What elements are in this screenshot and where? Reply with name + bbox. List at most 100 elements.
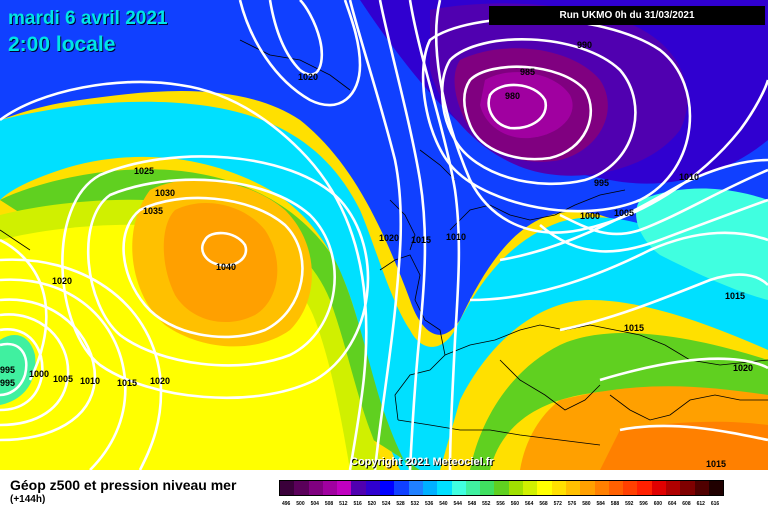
colorbar-swatch — [422, 481, 438, 495]
colorbar-tick-label: 552 — [482, 501, 491, 507]
band-orange-core — [163, 202, 278, 323]
colorbar-swatch — [451, 481, 466, 495]
colorbar-tick-label: 584 — [596, 501, 605, 507]
colorbar-swatch — [694, 481, 709, 495]
colorbar-tick-label: 516 — [353, 501, 362, 507]
colorbar-tick-label: 532 — [410, 501, 419, 507]
legend-subtitle: (+144h) — [10, 494, 46, 505]
colorbar-tick-label: 548 — [467, 501, 477, 507]
isobar-label: 1020 — [298, 72, 318, 82]
colorbar-tick-label: 536 — [424, 501, 434, 507]
colorbar-tick-label: 572 — [553, 501, 562, 507]
isobar-label: 995 — [0, 378, 15, 388]
colorbar-swatch — [351, 481, 366, 495]
colorbar-swatch — [322, 481, 338, 495]
band-southeast-deep — [600, 421, 768, 470]
isobar-label: 1015 — [117, 378, 137, 388]
colorbar-swatch — [580, 481, 595, 495]
colorbar-tick-label: 512 — [339, 501, 348, 507]
colorbar-swatch — [666, 481, 681, 495]
colorbar-labels: 496 500 504 508 512 516 520 524 528 532 536 540 544 5… — [279, 498, 722, 510]
copyright-text: Copyright 2021 Meteociel.fr — [350, 456, 494, 468]
isobar-label: 1000 — [29, 369, 49, 379]
isobar-label: 1030 — [155, 188, 175, 198]
colorbar-tick-label: 500 — [296, 501, 305, 507]
colorbar-swatch — [608, 481, 624, 495]
colorbar-swatch — [594, 481, 609, 495]
colorbar-tick-label: 600 — [653, 501, 663, 507]
colorbar-tick-label: 576 — [567, 501, 577, 507]
forecast-date: mardi 6 avril 2021 — [8, 8, 168, 29]
colorbar-swatch — [680, 481, 695, 495]
forecast-time: 2:00 locale — [8, 33, 116, 56]
colorbar-swatch — [380, 481, 395, 495]
colorbar-swatch — [465, 481, 481, 495]
band-cyan — [0, 101, 768, 470]
isobar-label: 1035 — [143, 206, 163, 216]
isobar-label: 1020 — [379, 233, 399, 243]
colorbar-swatch — [308, 481, 323, 495]
colorbar-swatch — [523, 481, 538, 495]
colorbar-tick-label: 504 — [310, 501, 319, 507]
colorbar-swatch — [565, 481, 581, 495]
colorbar-tick-label: 520 — [367, 501, 377, 507]
colorbar-swatch — [480, 481, 495, 495]
colorbar-swatch — [508, 481, 524, 495]
colorbar-tick-label: 604 — [667, 501, 677, 507]
colorbar-swatch — [623, 481, 638, 495]
colorbar-swatch — [408, 481, 423, 495]
colorbar-tick-label: 544 — [453, 501, 462, 507]
isobar-label: 1015 — [411, 235, 431, 245]
colorbar-swatch — [537, 481, 552, 495]
colorbar-tick-label: 524 — [382, 501, 391, 507]
isobar-label: 1025 — [134, 166, 154, 176]
isobar-label: 990 — [577, 40, 592, 50]
isobar-label: 1010 — [679, 172, 699, 182]
weather-map: 1020 990 985 980 995 1010 1000 1005 1025… — [0, 0, 768, 470]
isobar-label: 1005 — [614, 208, 634, 218]
colorbar-tick-label: 608 — [682, 501, 691, 507]
colorbar-swatch — [551, 481, 566, 495]
isobar-label: 980 — [505, 91, 520, 101]
isobar-label: 1005 — [53, 374, 73, 384]
colorbar — [279, 480, 725, 496]
colorbar-swatch — [637, 481, 652, 495]
colorbar-swatch — [437, 481, 452, 495]
colorbar-tick-label: 592 — [625, 501, 634, 507]
isobar-label: 1000 — [580, 211, 600, 221]
colorbar-swatch — [708, 481, 724, 495]
isobar-label: 1015 — [725, 291, 745, 301]
colorbar-tick-label: 528 — [396, 501, 405, 507]
colorbar-tick-label: 580 — [582, 501, 591, 507]
colorbar-tick-label: 612 — [696, 501, 705, 507]
colorbar-tick-label: 508 — [324, 501, 334, 507]
isobar-labels: 1020 990 985 980 995 1010 1000 1005 1025… — [0, 40, 753, 469]
colorbar-swatch — [365, 481, 381, 495]
colorbar-tick-label: 596 — [639, 501, 648, 507]
colorbar-tick-label: 560 — [510, 501, 520, 507]
colorbar-swatch — [394, 481, 409, 495]
colorbar-tick-label: 496 — [281, 501, 291, 507]
band-west-green-low — [0, 335, 36, 405]
isobar-label: 1020 — [52, 276, 72, 286]
colorbar-tick-label: 568 — [539, 501, 548, 507]
colorbar-swatch — [337, 481, 352, 495]
colorbar-tick-label: 616 — [710, 501, 720, 507]
colorbar-swatch — [294, 481, 309, 495]
colorbar-swatch — [280, 481, 295, 495]
isobar-label: 995 — [0, 365, 15, 375]
legend-title: Géop z500 et pression niveau mer — [10, 477, 237, 493]
isobars — [0, 0, 768, 470]
colorbar-tick-label: 564 — [525, 501, 534, 507]
colorbar-tick-label: 540 — [439, 501, 448, 507]
isobar-label: 1020 — [733, 363, 753, 373]
isobar-label: 1010 — [446, 232, 466, 242]
band-low-center — [480, 72, 573, 139]
isobar-label: 1010 — [80, 376, 100, 386]
isobar-label: 995 — [594, 178, 609, 188]
colorbar-swatch — [651, 481, 667, 495]
model-run-label: Run UKMO 0h du 31/03/2021 — [489, 6, 765, 25]
colorbar-tick-label: 556 — [496, 501, 505, 507]
isobar-label: 1015 — [624, 323, 644, 333]
isobar-label: 985 — [520, 67, 535, 77]
